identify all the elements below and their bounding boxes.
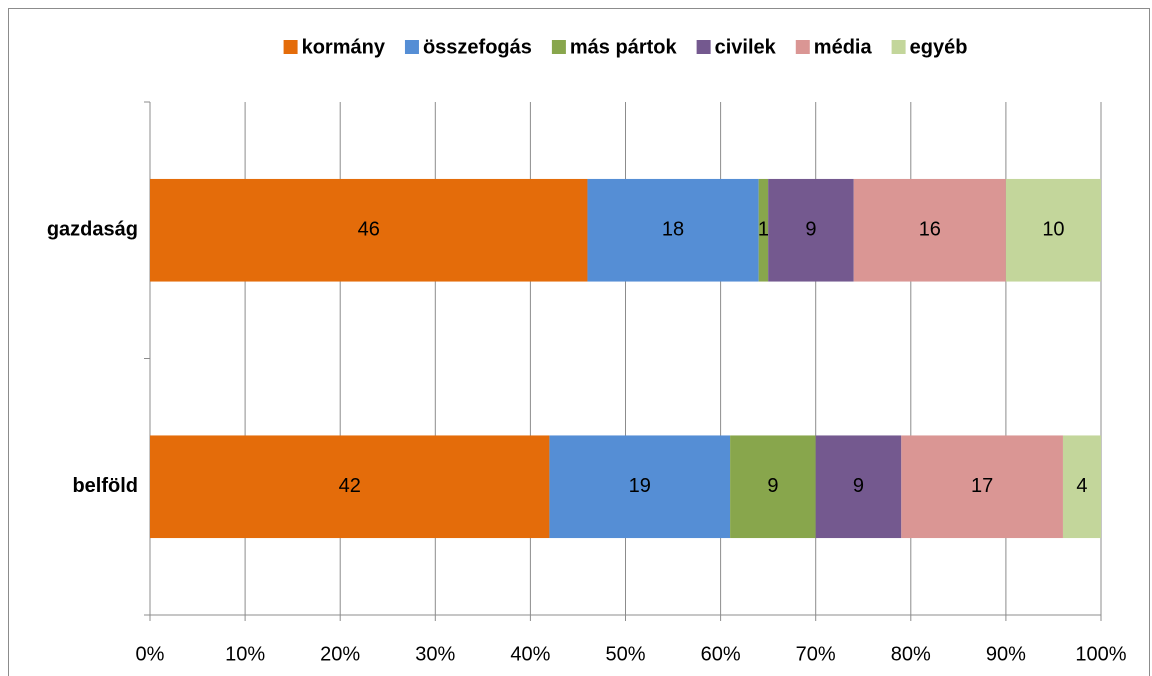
bar-segment [730, 435, 816, 539]
bar-segment [758, 178, 769, 282]
legend-swatch [404, 40, 419, 54]
bar-segment [1062, 435, 1101, 539]
legend-label: egyéb [910, 36, 968, 58]
data-label: 16 [919, 219, 941, 241]
legend-label: média [814, 36, 873, 58]
x-tick-label: 60% [701, 643, 741, 665]
bar-segment [1005, 178, 1101, 282]
legend-label: más pártok [570, 36, 678, 58]
legend: kormány összefogás más pártok civilek média e… [283, 36, 968, 58]
y-tick-label: gazdaság [47, 219, 138, 241]
bar-segment [853, 178, 1006, 282]
x-tick-label: 90% [986, 643, 1026, 665]
legend-swatch [795, 40, 810, 54]
legend-label: összefogás [423, 36, 532, 58]
x-tick-label: 20% [320, 643, 360, 665]
legend-label: civilek [715, 36, 777, 58]
bar-segment [815, 435, 902, 539]
bar-segment [768, 178, 854, 282]
data-label: 19 [629, 475, 651, 497]
data-label: 9 [767, 475, 778, 497]
x-tick-label: 50% [605, 643, 645, 665]
bar-segment [901, 435, 1063, 539]
legend-swatch [283, 40, 298, 54]
x-tick-label: 0% [136, 643, 165, 665]
x-tick-label: 30% [415, 643, 455, 665]
data-label: 46 [358, 219, 380, 241]
x-tick-label: 80% [891, 643, 931, 665]
x-tick-label: 70% [796, 643, 836, 665]
data-label: 17 [971, 475, 993, 497]
legend-swatch [551, 40, 566, 54]
data-label: 42 [339, 475, 361, 497]
data-label: 4 [1076, 475, 1087, 497]
x-tick-label: 100% [1075, 643, 1126, 665]
y-tick-label: belföld [72, 475, 138, 497]
legend-swatch [891, 40, 906, 54]
x-tick-label: 10% [225, 643, 265, 665]
data-label: 18 [662, 219, 684, 241]
bar-segment [549, 435, 731, 539]
bar-segment [150, 435, 550, 539]
legend-swatch [696, 40, 711, 54]
bar-segment [587, 178, 759, 282]
bar-segment [150, 178, 588, 282]
data-label: 9 [805, 219, 816, 241]
data-label: 10 [1042, 219, 1064, 241]
chart-frame [8, 8, 1150, 676]
legend-label: kormány [302, 36, 386, 58]
data-label: 9 [853, 475, 864, 497]
x-tick-label: 40% [510, 643, 550, 665]
data-label: 1 [758, 219, 769, 241]
